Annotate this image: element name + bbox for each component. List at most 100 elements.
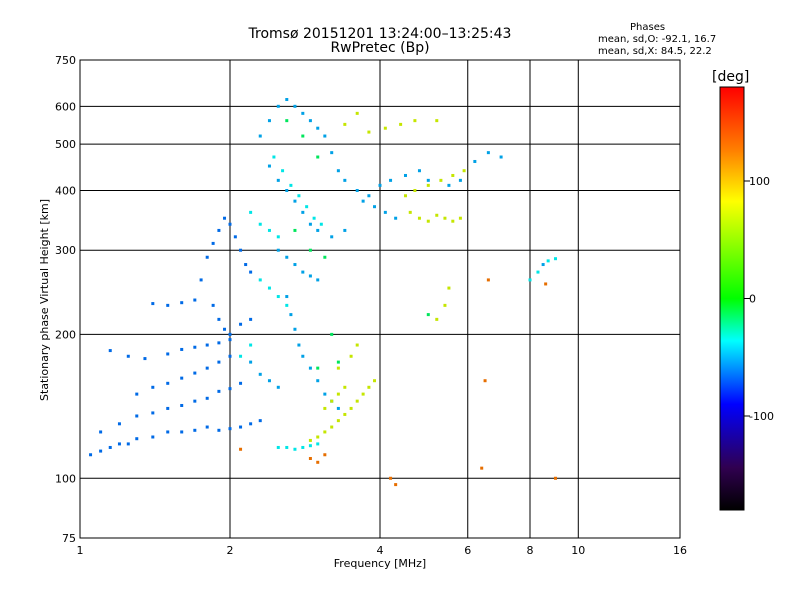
colorbar-unit-label: [deg] xyxy=(712,69,750,85)
data-point xyxy=(301,111,305,115)
data-point xyxy=(301,445,305,449)
data-point xyxy=(267,228,271,232)
data-point xyxy=(258,222,262,226)
data-point xyxy=(233,235,237,239)
data-point xyxy=(536,270,540,274)
data-point xyxy=(553,257,557,261)
data-point xyxy=(108,445,112,449)
data-point xyxy=(486,278,490,282)
data-point xyxy=(403,194,407,198)
data-point xyxy=(276,104,280,108)
data-point xyxy=(394,216,398,220)
data-point xyxy=(308,119,312,123)
data-point xyxy=(276,295,280,299)
data-point xyxy=(336,169,340,173)
data-point xyxy=(285,188,289,192)
data-point xyxy=(180,301,184,305)
data-point xyxy=(239,354,243,358)
data-point xyxy=(301,210,305,214)
data-point xyxy=(394,483,398,487)
data-point xyxy=(143,357,147,361)
data-point xyxy=(343,228,347,232)
data-point xyxy=(373,205,377,209)
data-point xyxy=(297,343,301,347)
data-point xyxy=(166,303,170,307)
data-point xyxy=(293,327,297,331)
data-point xyxy=(180,430,184,434)
data-point xyxy=(389,476,393,480)
data-point xyxy=(228,354,232,358)
data-point xyxy=(126,442,130,446)
data-point xyxy=(336,366,340,370)
data-point xyxy=(258,372,262,376)
data-point xyxy=(451,173,455,177)
data-point xyxy=(399,122,403,126)
data-point xyxy=(217,228,221,232)
x-tick-label: 2 xyxy=(227,544,234,557)
x-tick-label: 1 xyxy=(77,544,84,557)
x-tick-label: 16 xyxy=(673,544,687,557)
data-point xyxy=(316,435,320,439)
y-tick-label: 75 xyxy=(62,532,76,545)
data-point xyxy=(349,406,353,410)
data-point xyxy=(249,210,253,214)
data-point xyxy=(180,403,184,407)
data-point xyxy=(205,396,209,400)
data-point xyxy=(308,456,312,460)
data-point xyxy=(99,430,103,434)
data-point xyxy=(355,343,359,347)
data-point xyxy=(349,354,353,358)
data-point xyxy=(323,134,327,138)
data-point xyxy=(193,345,197,349)
data-point xyxy=(330,332,334,336)
data-point xyxy=(267,379,271,383)
data-point xyxy=(443,216,447,220)
data-point xyxy=(330,399,334,403)
x-axis-title: Frequency [MHz] xyxy=(334,557,426,570)
data-point xyxy=(293,228,297,232)
data-point xyxy=(249,317,253,321)
data-point xyxy=(166,406,170,410)
data-point xyxy=(408,210,412,214)
data-point xyxy=(435,213,439,217)
colorbar-tick-label: 0 xyxy=(749,293,756,306)
data-point xyxy=(323,406,327,410)
data-point xyxy=(451,219,455,223)
data-point xyxy=(308,444,312,448)
data-point xyxy=(228,222,232,226)
data-point xyxy=(546,259,550,263)
data-point xyxy=(244,263,248,267)
data-point xyxy=(486,151,490,155)
data-point xyxy=(435,119,439,123)
data-point xyxy=(417,216,421,220)
data-point xyxy=(336,392,340,396)
x-tick-label: 8 xyxy=(527,544,534,557)
data-point xyxy=(413,188,417,192)
data-point xyxy=(528,278,532,282)
y-tick-labels: 75 100 200 300 400 500 600 750 xyxy=(55,54,76,545)
data-point xyxy=(272,155,276,159)
data-point xyxy=(413,119,417,123)
x-tick-label: 6 xyxy=(464,544,471,557)
data-point xyxy=(458,178,462,182)
stats-x-line: mean, sd,X: 84.5, 22.2 xyxy=(598,46,712,57)
data-point xyxy=(205,366,209,370)
data-point xyxy=(301,134,305,138)
data-point xyxy=(308,274,312,278)
data-point xyxy=(193,399,197,403)
data-point xyxy=(205,343,209,347)
data-point xyxy=(439,178,443,182)
colorbar xyxy=(719,86,745,511)
colorbar-ticks: 100 0 -100 xyxy=(744,175,774,423)
data-point xyxy=(285,295,289,299)
data-point xyxy=(151,302,155,306)
data-point xyxy=(135,437,139,441)
data-point xyxy=(205,255,209,259)
data-point xyxy=(228,427,232,431)
data-point xyxy=(403,173,407,177)
data-point xyxy=(383,126,387,130)
data-point xyxy=(217,360,221,364)
y-tick-label: 500 xyxy=(55,138,76,151)
data-point xyxy=(553,476,557,480)
data-point xyxy=(239,322,243,326)
